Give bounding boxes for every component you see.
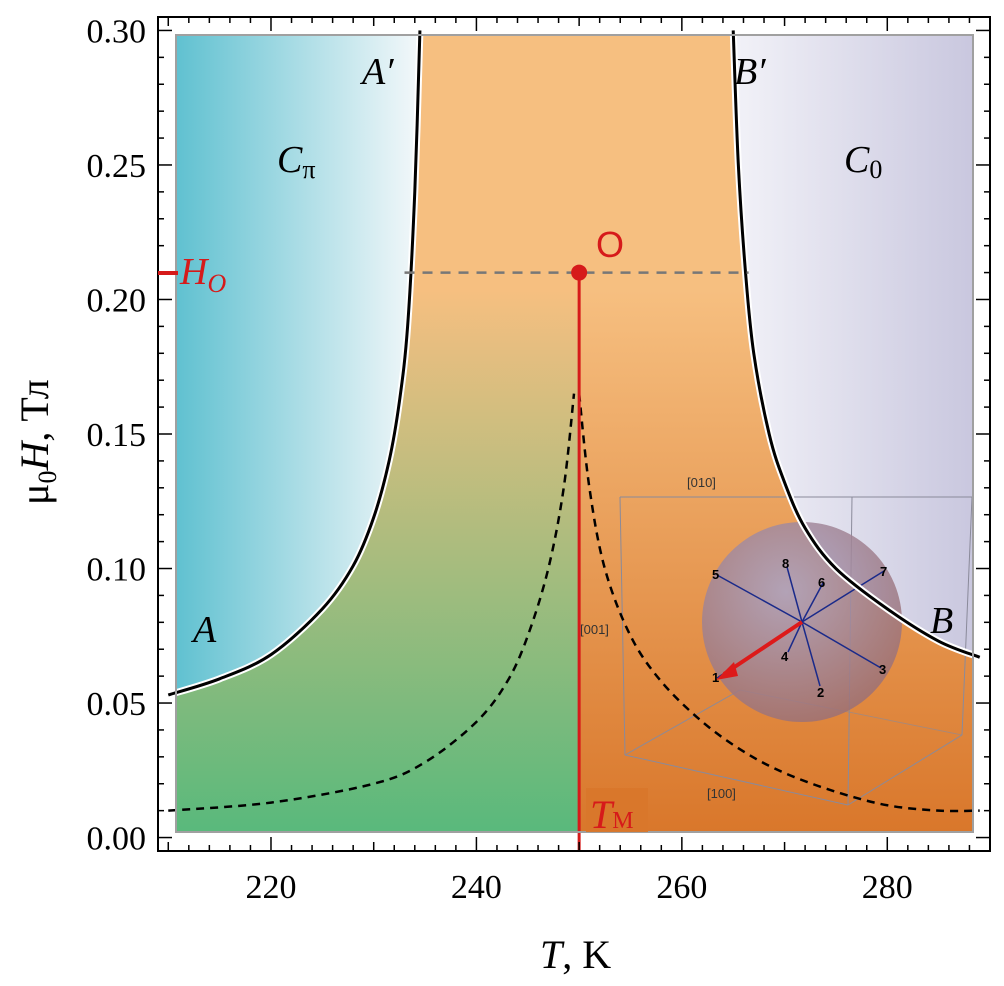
y-tick-label: 0.25 [87,148,147,185]
t-m-sub: М [612,808,633,834]
direction-ray [801,582,824,623]
y-tick-label: 0.30 [87,13,147,50]
axis-001-label: [001] [580,622,609,637]
x-tick-label: 280 [862,869,913,906]
label-c-0: C0 [844,139,882,184]
dashed-left-curve [168,393,576,812]
plot-inner-border [175,34,974,833]
direction-ray [787,621,803,653]
cube-edge [624,754,849,806]
t-m-label-bg [586,788,648,832]
plot-background [176,35,973,832]
t-m-main: T [590,792,615,837]
h-o-label: HO [179,251,226,298]
label-b-prime: B′ [734,51,766,93]
axis-010-label: [010] [687,475,716,490]
dashed-right-curve [577,393,980,813]
inset-cube: [010] [001] [100] 1 2 3 4 5 6 7 8 [580,475,973,806]
curves [167,30,982,813]
highlight-arrowhead [716,662,738,680]
x-tick-label: 220 [245,869,296,906]
highlight-ray-1 [722,620,804,676]
x-axis-title: T, K [540,932,611,977]
direction-ray [716,574,803,623]
cube-edge [961,496,973,736]
cube-edge [619,496,626,756]
y-tick-label: 0.15 [87,417,147,454]
label-c-0-sub: 0 [869,155,882,184]
y-tick-label: 0.05 [87,686,147,723]
y-tick-label: 0.20 [87,282,147,319]
direction-labels: 1 2 3 4 5 6 7 8 [712,556,887,700]
t-m-label: TМ [590,792,634,837]
c-pi-region [176,35,420,695]
direction-label-2: 2 [817,685,824,700]
direction-label-5: 5 [712,567,719,582]
x-axis-title-var: T [540,932,565,977]
y-axis-title-rest: , Тл [12,379,57,441]
cube-edge [624,689,741,756]
direction-label-6: 6 [818,575,825,590]
y-axis-title-pre: μ [12,484,57,505]
direction-label-8: 8 [782,556,789,571]
point-o [571,264,588,281]
label-c-pi-sub: π [302,155,315,184]
y-axis-title-var: H [12,440,57,472]
y-axis-title: μ0H, Тл [12,379,62,505]
direction-rays [716,566,885,687]
x-tick-label: 260 [656,869,707,906]
direction-label-1: 1 [712,670,719,685]
x-axis-title-rest: , K [562,932,611,977]
direction-ray [801,570,885,623]
y-tick-label: 0.10 [87,552,147,589]
label-c-0-main: C [844,139,870,181]
label-b: B [930,600,953,642]
direction-label-4: 4 [781,649,789,664]
h-o-main: H [179,251,210,293]
x-tick-label: 240 [451,869,502,906]
direction-ray [801,621,821,687]
label-c-pi-main: C [277,139,303,181]
direction-ray [786,566,803,623]
boundary-A-curve [167,30,422,697]
boundary-B-curve [731,30,981,659]
cube-edge [847,734,963,806]
y-axis-title-sub: 0 [33,471,62,484]
axis-ticks [158,17,991,851]
label-a-prime: A′ [359,51,394,93]
direction-label-3: 3 [879,662,886,677]
label-c-pi: Cπ [277,139,316,184]
y-tick-label: 0.00 [87,821,147,858]
direction-label-7: 7 [880,564,887,579]
point-o-label: O [596,224,624,265]
label-a: A [190,609,217,651]
direction-ray [801,621,882,669]
axis-100-label: [100] [707,786,736,801]
h-o-sub: O [207,269,226,298]
